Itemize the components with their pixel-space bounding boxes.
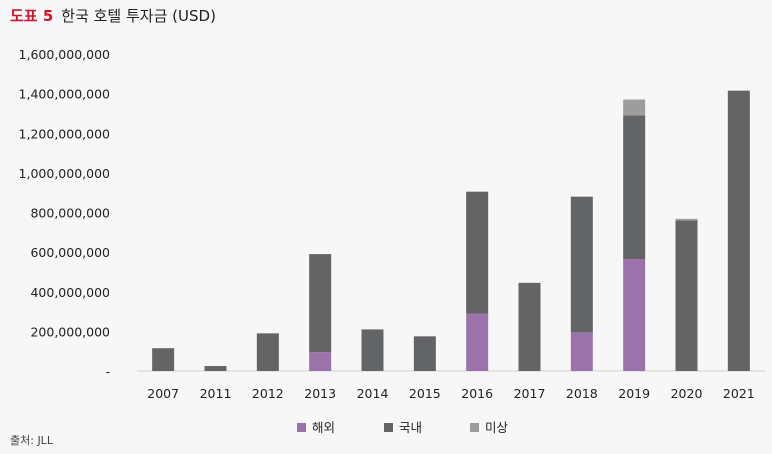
chart-title: 도표 5 한국 호텔 투자금 (USD) xyxy=(10,6,216,26)
legend-swatch xyxy=(297,423,306,432)
x-tick-label: 2014 xyxy=(357,386,389,401)
bar-segment-0 xyxy=(623,259,646,371)
x-tick-label: 2020 xyxy=(671,386,703,401)
x-tick-label: 2013 xyxy=(304,386,336,401)
x-tick-label: 2017 xyxy=(514,386,546,401)
bar-segment-1 xyxy=(309,254,332,353)
y-tick-label: 600,000,000 xyxy=(30,245,110,260)
y-tick-label: 1,400,000,000 xyxy=(19,87,110,102)
figure-title: 한국 호텔 투자금 (USD) xyxy=(61,7,216,25)
y-tick-label: - xyxy=(105,364,110,379)
bar-segment-1 xyxy=(570,196,593,333)
y-tick-label: 800,000,000 xyxy=(30,206,110,221)
x-tick-label: 2012 xyxy=(252,386,284,401)
bar-segment-0 xyxy=(309,352,332,371)
legend-swatch xyxy=(470,423,479,432)
y-tick-label: 1,000,000,000 xyxy=(19,166,110,181)
legend-swatch xyxy=(384,423,393,432)
bar-segment-1 xyxy=(204,366,227,371)
bar-segment-1 xyxy=(361,329,384,371)
bar-segment-1 xyxy=(413,336,436,371)
legend-label: 미상 xyxy=(485,420,509,435)
bar-segment-0 xyxy=(466,313,489,371)
bar-segment-1 xyxy=(675,220,698,371)
y-tick-label: 200,000,000 xyxy=(30,324,110,339)
x-tick-label: 2007 xyxy=(147,386,179,401)
bar-segment-1 xyxy=(518,282,541,371)
x-tick-label: 2021 xyxy=(723,386,755,401)
y-tick-label: 1,200,000,000 xyxy=(19,126,110,141)
x-tick-label: 2019 xyxy=(618,386,650,401)
bar-segment-1 xyxy=(727,90,750,371)
bar-segment-1 xyxy=(256,333,279,371)
x-tick-label: 2016 xyxy=(461,386,493,401)
bar-segment-2 xyxy=(675,218,698,221)
figure-number: 도표 5 xyxy=(10,7,54,25)
source-note: 출처: JLL xyxy=(10,434,53,447)
legend-label: 해외 xyxy=(312,420,335,435)
x-tick-label: 2018 xyxy=(566,386,598,401)
legend-label: 국내 xyxy=(399,420,422,435)
bar-segment-0 xyxy=(570,332,593,371)
y-tick-label: 1,600,000,000 xyxy=(19,47,110,62)
bar-segment-1 xyxy=(623,115,646,260)
bar-segment-1 xyxy=(466,191,489,314)
x-tick-label: 2015 xyxy=(409,386,441,401)
bar-segment-1 xyxy=(152,348,175,371)
y-tick-label: 400,000,000 xyxy=(30,285,110,300)
x-tick-label: 2011 xyxy=(200,386,232,401)
bar-segment-2 xyxy=(623,99,646,116)
